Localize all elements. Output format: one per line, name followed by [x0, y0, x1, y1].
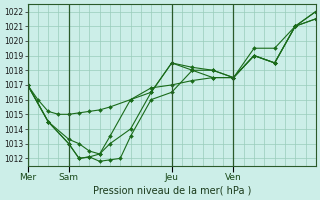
X-axis label: Pression niveau de la mer( hPa ): Pression niveau de la mer( hPa ): [92, 186, 251, 196]
